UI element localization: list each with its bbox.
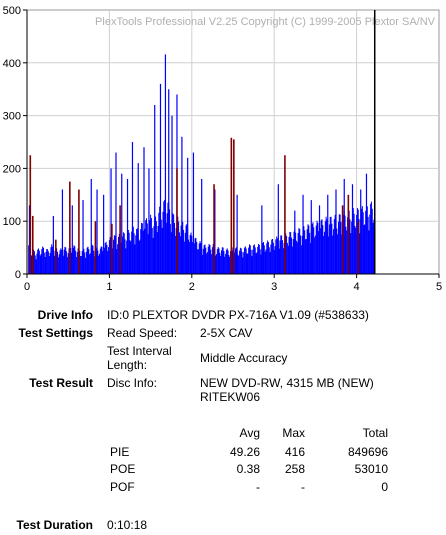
col-header-max: Max: [282, 426, 305, 440]
watermark: PlexTools Professional V2.25 Copyright (…: [95, 16, 436, 28]
test-result-label: Test Result: [29, 376, 93, 390]
bars-layer: [28, 10, 376, 274]
disc-info-value-line2: RITEKW06: [200, 390, 261, 404]
read-speed-value: 2-5X CAV: [200, 326, 253, 340]
row-poe-avg: 0.38: [236, 462, 260, 476]
disc-info-label: Disc Info:: [107, 376, 158, 390]
y-tick-label: 400: [3, 58, 21, 70]
row-pie-avg: 49.26: [229, 445, 260, 459]
row-pof-total: 0: [381, 480, 388, 494]
col-header-total: Total: [362, 426, 388, 440]
col-header-avg: Avg: [239, 426, 260, 440]
x-tick-label: 1: [106, 281, 112, 293]
y-tick-label: 500: [3, 5, 21, 17]
test-interval-value: Middle Accuracy: [200, 351, 288, 365]
disc-info-value-line1: NEW DVD-RW, 4315 MB (NEW): [200, 376, 374, 390]
x-tick-label: 2: [189, 281, 195, 293]
drive-info-value: ID:0 PLEXTOR DVDR PX-716A V1.09 (#538633…: [107, 308, 369, 322]
row-poe-max: 258: [284, 462, 305, 476]
row-pie-total: 849696: [347, 445, 388, 459]
test-settings-label: Test Settings: [18, 326, 93, 340]
x-tick-label: 0: [24, 281, 30, 293]
x-tick-label: 5: [436, 281, 442, 293]
x-tick-label: 3: [271, 281, 277, 293]
y-tick-label: 300: [3, 111, 21, 123]
error-chart: PlexTools Professional V2.25 Copyright (…: [3, 5, 442, 293]
axes: 0 1 2 3 4 5 0 100 200 300 400 500: [3, 5, 442, 293]
row-pof-avg: -: [256, 480, 260, 494]
y-tick-label: 200: [3, 163, 21, 175]
drive-info-label: Drive Info: [37, 308, 93, 322]
x-tick-label: 4: [354, 281, 360, 293]
test-duration-value: 0:10:18: [107, 518, 148, 532]
test-interval-label-line1: Test Interval: [107, 344, 172, 358]
row-pie-max: 416: [284, 445, 305, 459]
row-pie-name: PIE: [110, 445, 130, 459]
row-pof-name: POF: [110, 480, 135, 494]
row-poe-total: 53010: [354, 462, 388, 476]
read-speed-label: Read Speed:: [107, 326, 178, 340]
y-tick-label: 0: [15, 269, 21, 281]
test-interval-label-line2: Length:: [107, 358, 148, 372]
plot-area: [26, 9, 440, 275]
row-pof-max: -: [301, 480, 305, 494]
y-tick-label: 100: [3, 216, 21, 228]
row-poe-name: POE: [110, 462, 136, 476]
test-duration-label: Test Duration: [16, 518, 93, 532]
